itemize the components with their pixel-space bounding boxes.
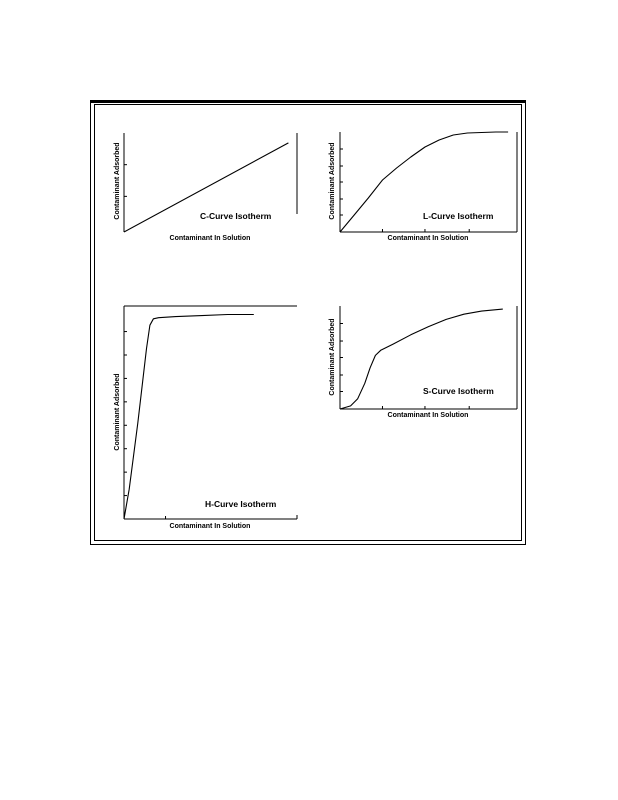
- panel-l-curve: Contaminant Adsorbed Contaminant In Solut…: [329, 131, 518, 242]
- curve-name-label: L-Curve Isotherm: [423, 211, 494, 221]
- x-axis-label: Contaminant In Solution: [170, 523, 251, 530]
- series-line: [123, 313, 254, 520]
- x-axis-label: Contaminant In Solution: [388, 235, 469, 242]
- figure-frame: [90, 100, 526, 545]
- x-axis-label: Contaminant In Solution: [388, 412, 469, 419]
- y-axis-label: Contaminant Adsorbed: [114, 142, 121, 219]
- y-axis-label: Contaminant Adsorbed: [329, 318, 336, 395]
- panel-h-curve: Contaminant Adsorbed Contaminant In Solut…: [114, 305, 298, 530]
- series-line: [339, 131, 509, 233]
- y-axis-label: Contaminant Adsorbed: [114, 373, 121, 450]
- x-axis-label: Contaminant In Solution: [170, 235, 251, 242]
- series-line: [339, 308, 503, 410]
- figure-inner-frame: [94, 104, 522, 541]
- curve-name-label: H-Curve Isotherm: [205, 499, 277, 509]
- y-axis-label: Contaminant Adsorbed: [329, 142, 336, 219]
- series-line: [123, 142, 289, 233]
- curve-name-label: S-Curve Isotherm: [423, 386, 494, 396]
- panel-c-curve: Contaminant Adsorbed Contaminant In Solut…: [114, 133, 298, 242]
- panel-s-curve: Contaminant Adsorbed Contaminant In Solut…: [329, 306, 518, 419]
- curve-name-label: C-Curve Isotherm: [200, 211, 272, 221]
